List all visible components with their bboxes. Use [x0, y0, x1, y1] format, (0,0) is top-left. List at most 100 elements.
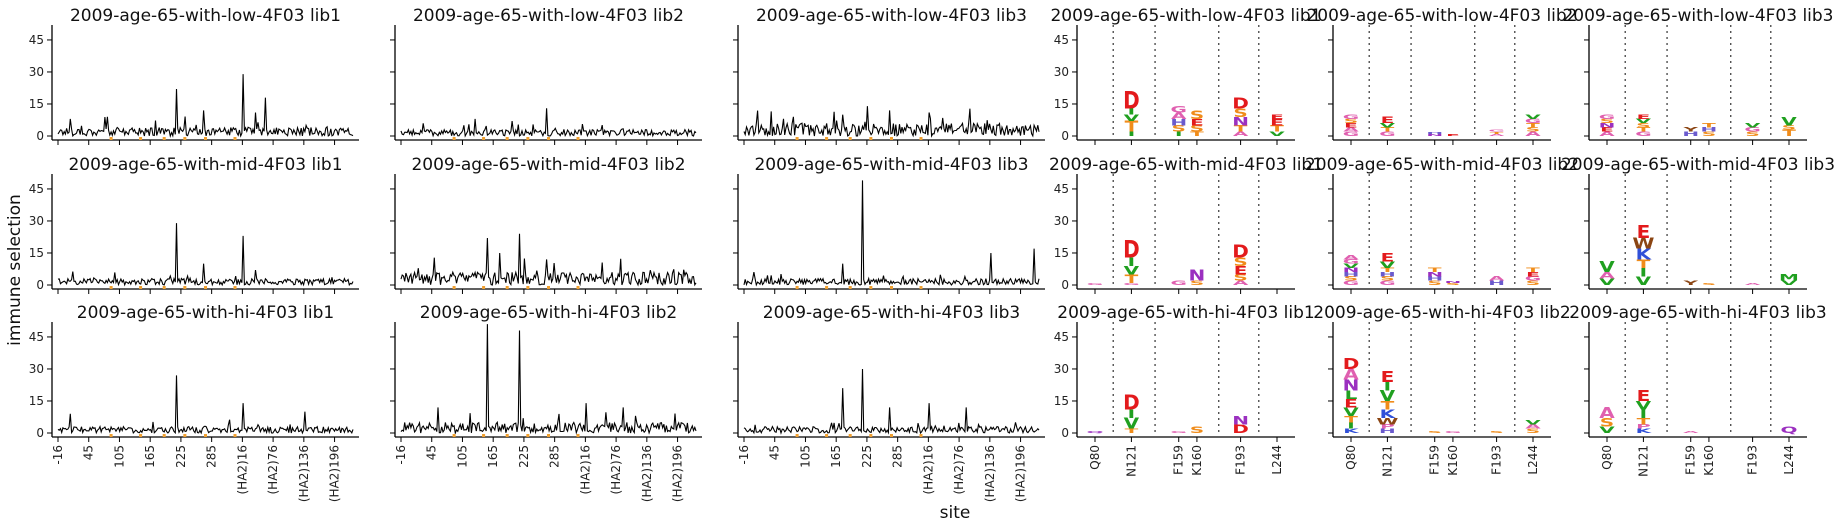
- y-tick-label: 15: [29, 97, 44, 111]
- y-axis-label: immune selection: [5, 194, 25, 346]
- selection-line: [743, 368, 1040, 435]
- logo-letter: G: [1525, 276, 1541, 283]
- logo-letter: E: [1381, 115, 1395, 125]
- logo-letter: N: [1343, 267, 1360, 274]
- x-tick-label: (HA2)136: [640, 445, 654, 502]
- logo-letter: A: [1233, 280, 1249, 287]
- y-tick-label: 0: [36, 129, 44, 143]
- logo-letter: A: [1343, 127, 1359, 134]
- x-tick-label: K160: [1446, 445, 1460, 476]
- panel-title: 2009-age-65-with-hi-4F03 lib1: [1057, 303, 1314, 323]
- logo-letter: I: [1640, 407, 1647, 421]
- logo-letter: V: [1599, 425, 1615, 435]
- logo-letter: S: [1190, 280, 1204, 287]
- logo-letter: V: [1124, 416, 1140, 433]
- y-tick-label: 45: [29, 33, 44, 47]
- panel-title: 2009-age-65-with-mid-4F03 lib3: [754, 155, 1028, 175]
- logo-letter: E: [1344, 397, 1358, 411]
- logo-letter: T: [1234, 124, 1248, 134]
- x-tick-label: K160: [1190, 445, 1204, 476]
- logo-letter: G: [1525, 118, 1541, 125]
- x-tick-label: F159: [1172, 445, 1186, 475]
- site-marker: [825, 137, 829, 140]
- logo-letter: G: [1123, 283, 1139, 286]
- logo-letter: T: [1490, 131, 1504, 134]
- logo-letter: G: [1343, 114, 1359, 121]
- logo-letter: S: [1233, 273, 1247, 283]
- logo-letter: T: [1381, 399, 1396, 413]
- logo-panel: 2009-age-65-with-hi-4F03 lib1 0 15 30 45 Q80 N…: [1054, 303, 1315, 477]
- logo-letter: T: [1428, 267, 1442, 274]
- logo-letter: A: [1171, 111, 1187, 121]
- site-marker: [795, 137, 799, 140]
- x-tick-label: -16: [737, 445, 751, 465]
- logo-letter: S: [1427, 280, 1441, 287]
- logo-panel: 2009-age-65-with-hi-4F03 lib2 Q80 N121 F159…: [1313, 303, 1570, 477]
- x-tick-label: (HA2)196: [328, 445, 342, 502]
- x-tick-label: -16: [394, 445, 408, 465]
- site-marker: [452, 286, 456, 289]
- x-tick-label: N121: [1380, 445, 1394, 477]
- site-marker: [890, 434, 893, 437]
- y-tick-label: 30: [29, 362, 44, 376]
- x-axis-label: site: [940, 503, 971, 523]
- logo-letter: T: [1782, 128, 1796, 138]
- logo-letter: S: [1171, 124, 1185, 134]
- logo-panel: 2009-age-65-with-mid-4F03 lib2GSHNVGAGSH…: [1305, 155, 1579, 294]
- logo-letter: I: [1128, 407, 1135, 421]
- x-tick-label: L244: [1782, 445, 1796, 475]
- logo-letter: G: [1488, 129, 1504, 132]
- panel-title: 2009-age-65-with-hi-4F03 lib2: [1313, 303, 1570, 323]
- x-tick-label: (HA2)196: [1014, 445, 1028, 502]
- y-tick-label: 30: [1054, 214, 1069, 228]
- logo-letter: A: [1343, 254, 1359, 261]
- site-marker: [919, 434, 923, 437]
- logo-letter: K: [1380, 407, 1397, 421]
- x-tick-label: (HA2)16: [578, 445, 592, 495]
- x-tick-label: 225: [517, 445, 531, 468]
- logo-letter: I: [1128, 107, 1135, 117]
- panel-title: 2009-age-65-with-mid-4F03 lib1: [1049, 155, 1323, 175]
- logo-letter: S: [1344, 276, 1358, 283]
- logo-letter: E: [1446, 134, 1460, 137]
- site-marker: [139, 434, 143, 437]
- logo-letter: S: [1636, 122, 1650, 129]
- selection-line: [400, 233, 697, 287]
- logo-letter: I: [1347, 421, 1354, 431]
- logo-letter: T: [1526, 267, 1540, 274]
- site-marker: [848, 434, 852, 437]
- logo-letter: G: [1343, 259, 1359, 266]
- logo-letter: T: [1125, 428, 1139, 435]
- selection-line: [57, 375, 354, 435]
- site-marker: [869, 434, 873, 437]
- x-tick-label: (HA2)16: [921, 445, 935, 495]
- logo-letter: H: [1379, 271, 1396, 278]
- site-marker: [848, 137, 852, 140]
- y-tick-label: 15: [1054, 394, 1069, 408]
- logo-letter: P: [1636, 424, 1651, 431]
- logo-letter: H: [1426, 131, 1443, 134]
- y-tick-label: 30: [29, 65, 44, 79]
- logo-letter: G: [1599, 114, 1615, 121]
- panel-title: 2009-age-65-with-low-4F03 lib2: [1306, 6, 1577, 26]
- x-tick-label: 45: [425, 445, 439, 460]
- logo-letter: T: [1381, 267, 1395, 274]
- logo-letter: E: [1190, 117, 1204, 127]
- logo-letter: T: [1125, 119, 1139, 136]
- x-tick-label: Q80: [1088, 445, 1102, 470]
- panel-title: 2009-age-65-with-mid-4F03 lib2: [411, 155, 685, 175]
- logo-letter: Y: [1682, 127, 1698, 134]
- site-marker: [576, 434, 580, 437]
- logo-letter: E: [1381, 369, 1395, 386]
- x-tick-label: 105: [798, 445, 812, 468]
- site-marker: [109, 286, 113, 289]
- x-tick-label: L244: [1526, 445, 1540, 475]
- logo-letter: V: [1525, 114, 1541, 121]
- line-panel: 2009-age-65-with-low-4F03 lib3: [733, 6, 1045, 145]
- panel-title: 2009-age-65-with-mid-4F03 lib2: [1305, 155, 1579, 175]
- y-tick-label: 0: [36, 278, 44, 292]
- site-marker: [526, 434, 530, 437]
- panel-title: 2009-age-65-with-hi-4F03 lib3: [763, 303, 1020, 323]
- x-tick-label: N121: [1124, 445, 1138, 477]
